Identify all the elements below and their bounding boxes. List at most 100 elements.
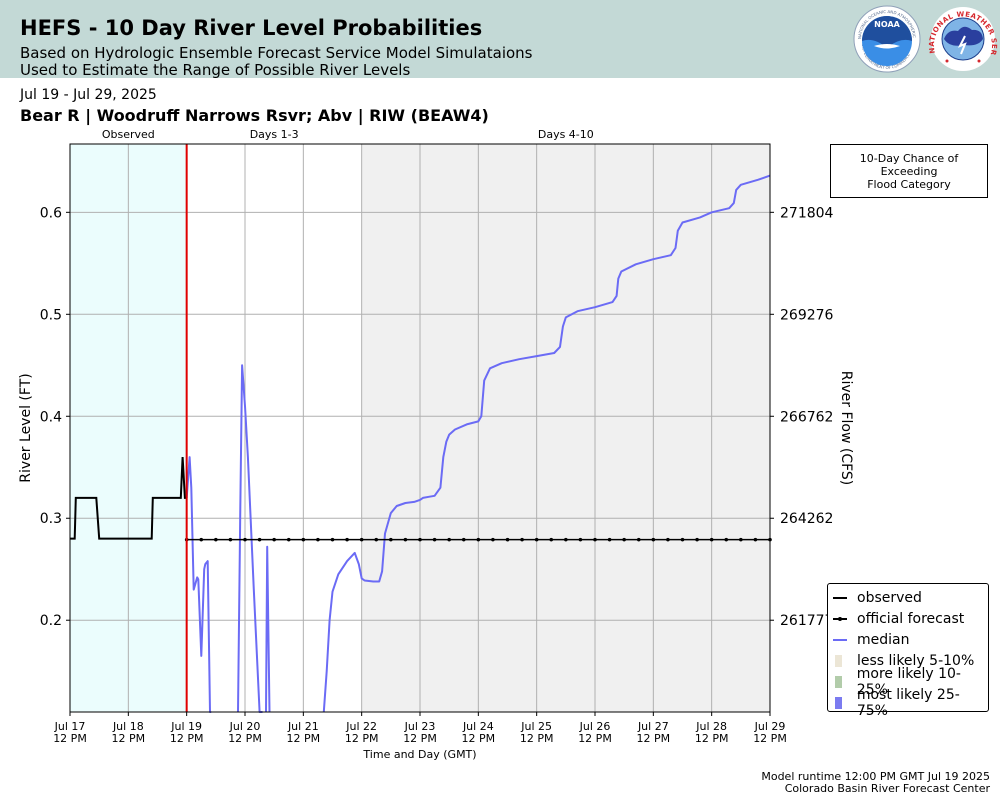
official-forecast-point <box>461 537 466 542</box>
x-tick-label-date: Jul 27 <box>637 720 669 733</box>
legend-item-most-likely: most likely 25-75% <box>833 687 988 719</box>
flood-box-line-2: Exceeding <box>880 165 938 178</box>
x-tick-label-date: Jul 29 <box>754 720 786 733</box>
model-runtime: Model runtime 12:00 PM GMT Jul 19 2025 <box>761 770 990 783</box>
official-forecast-point <box>724 537 729 542</box>
official-forecast-point <box>214 537 218 542</box>
official-forecast-point <box>418 537 422 542</box>
official-forecast-point <box>739 537 743 542</box>
legend-item-median: median <box>833 629 988 650</box>
official-forecast-point <box>593 537 597 542</box>
x-tick-label-time: 12 PM <box>170 732 204 745</box>
y-tick-label: 0.6 <box>40 205 62 221</box>
official-forecast-point <box>651 537 656 542</box>
observed-series <box>70 457 187 540</box>
legend-label-most-likely: most likely 25-75% <box>856 686 960 719</box>
legend-item-less-likely: less likely 5-10% <box>833 650 988 671</box>
x-tick-label-date: Jul 24 <box>462 720 494 733</box>
official-forecast-point <box>359 537 364 542</box>
x-tick-label-time: 12 PM <box>695 732 729 745</box>
legend-swatch-most-likely <box>835 696 842 709</box>
official-forecast-point <box>301 537 306 542</box>
axis-labels: Time and Day (GMT) River Level (FT) River … <box>18 371 854 761</box>
official-forecast-point <box>199 537 204 542</box>
region-shade-days-4-10 <box>361 144 770 712</box>
header-banner: HEFS - 10 Day River Level Probabilities … <box>0 0 1000 79</box>
x-tick-label-time: 12 PM <box>345 732 379 745</box>
official-forecast-point <box>257 537 262 542</box>
official-forecast-series <box>184 537 772 542</box>
official-forecast-point <box>534 537 539 542</box>
official-forecast-point <box>432 537 437 542</box>
date-range: Jul 19 - Jul 29, 2025 <box>20 87 157 103</box>
y-tick-label: 0.2 <box>40 613 62 629</box>
y2-tick-label: 269276 <box>780 307 834 323</box>
official-forecast-point <box>272 537 276 542</box>
region-label-days-4-10: Days 4-10 <box>538 128 594 141</box>
median-series <box>185 174 771 713</box>
official-forecast-point <box>505 537 510 542</box>
median-line-segment <box>322 174 771 713</box>
x-tick-label-date: Jul 23 <box>404 720 436 733</box>
x-tick-label-date: Jul 21 <box>287 720 319 733</box>
x-tick-label-time: 12 PM <box>112 732 146 745</box>
median-line-segment <box>265 545 271 713</box>
noaa-logo: NATIONAL OCEANIC AND ATMOSPHERIC ADMINIS… <box>852 4 921 73</box>
official-forecast-point <box>374 537 379 542</box>
flood-box-line-1: 10-Day Chance of <box>859 152 959 165</box>
y-axis-label: River Level (FT) <box>18 373 34 482</box>
y2-tick-label: 266762 <box>780 409 833 425</box>
official-forecast-point <box>680 537 685 542</box>
legend-item-official-forecast: official forecast <box>833 608 988 629</box>
official-forecast-point <box>330 537 335 542</box>
official-forecast-point <box>447 537 451 542</box>
official-forecast-point <box>228 537 233 542</box>
legend-label-more-likely: more likely 10-25% <box>856 665 961 698</box>
legend-swatch-median <box>833 634 847 646</box>
region-label-observed: Observed <box>102 128 155 141</box>
official-forecast-point <box>666 537 670 542</box>
flood-box-line-3: Flood Category <box>867 178 951 191</box>
station-title: Bear R | Woodruff Narrows Rsvr; Abv | RI… <box>20 106 489 125</box>
legend-swatch-less-likely <box>835 654 842 667</box>
forecast-center: Colorado Basin River Forecast Center <box>784 782 990 795</box>
legend-item-more-likely: more likely 10-25% <box>833 666 988 698</box>
x-tick-label-date: Jul 28 <box>695 720 727 733</box>
legend-item-observed: observed <box>833 587 988 608</box>
official-forecast-point <box>286 537 291 542</box>
official-forecast-point <box>607 537 612 542</box>
official-forecast-point <box>564 537 568 542</box>
official-forecast-point <box>403 537 408 542</box>
y2-axis-label: River Flow (CFS) <box>838 371 854 486</box>
x-tick-label-time: 12 PM <box>578 732 612 745</box>
official-forecast-point <box>753 537 758 542</box>
region-label-days-1-3: Days 1-3 <box>250 128 299 141</box>
official-forecast-point <box>695 537 699 542</box>
legend-label-official-forecast: official forecast <box>857 610 965 627</box>
x-tick-label-date: Jul 17 <box>54 720 86 733</box>
x-tick-label-time: 12 PM <box>287 732 321 745</box>
x-tick-label-date: Jul 25 <box>520 720 552 733</box>
legend-label-median: median <box>857 631 910 648</box>
x-tick-label-time: 12 PM <box>53 732 87 745</box>
x-tick-label-date: Jul 18 <box>112 720 144 733</box>
legend-swatch-observed <box>833 592 847 604</box>
official-forecast-point <box>243 537 247 542</box>
nws-logo: NATIONAL WEATHER SERVICE <box>928 3 998 71</box>
official-forecast-point <box>476 537 481 542</box>
median-line-segment <box>185 456 212 713</box>
y2-tick-label: 264262 <box>780 511 833 527</box>
x-tick-label-date: Jul 20 <box>229 720 261 733</box>
legend-label-less-likely: less likely 5-10% <box>857 652 975 669</box>
noaa-logo-text: NOAA <box>874 20 900 29</box>
x-tick-label-date: Jul 22 <box>345 720 377 733</box>
official-forecast-point <box>709 537 714 542</box>
legend-swatch-more-likely <box>835 675 842 688</box>
x-tick-label-time: 12 PM <box>753 732 787 745</box>
x-tick-label-time: 12 PM <box>462 732 496 745</box>
official-forecast-point <box>578 537 583 542</box>
official-forecast-point <box>636 537 641 542</box>
y-tick-label: 0.5 <box>40 307 62 323</box>
page-subtitle-2: Used to Estimate the Range of Possible R… <box>20 61 411 79</box>
